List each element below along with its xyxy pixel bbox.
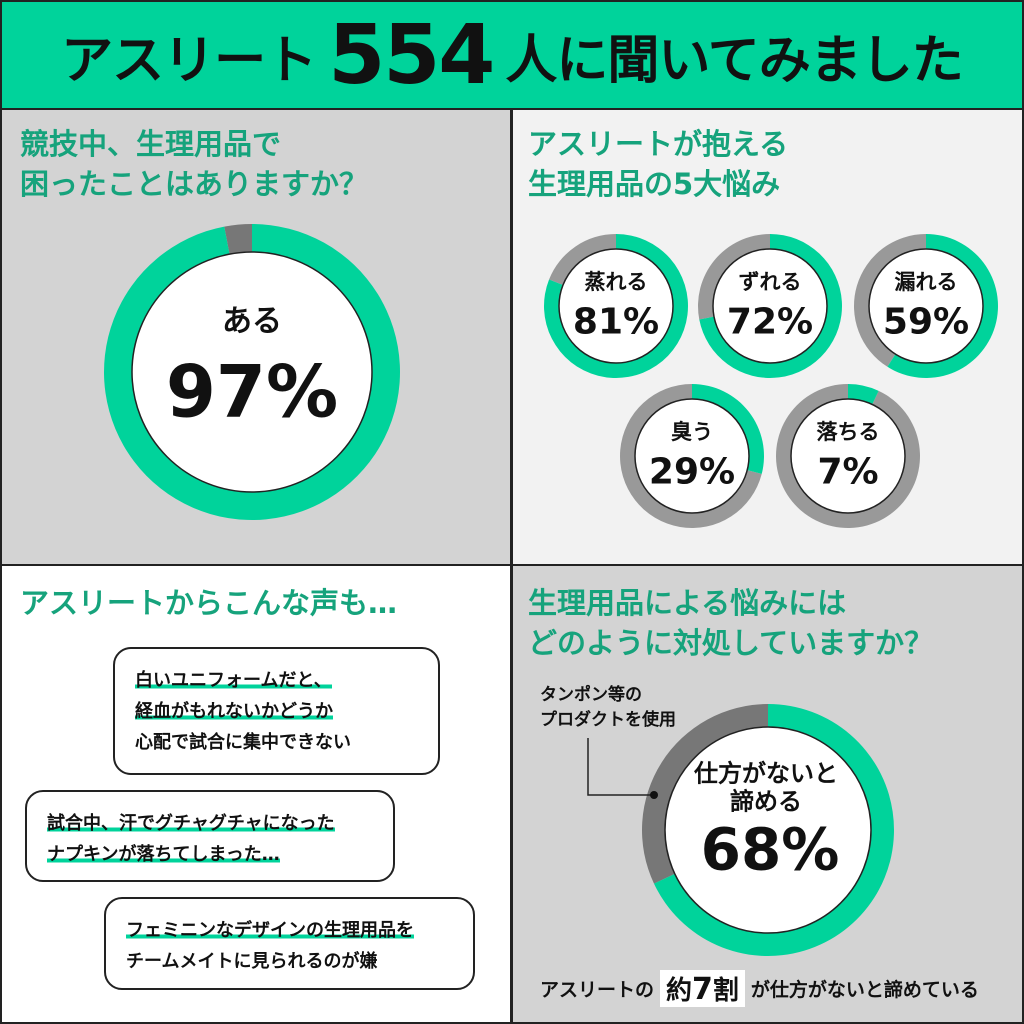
speech-bubble-3: フェミニンなデザインの生理用品を チームメイトに見られるのが嫌	[104, 897, 475, 990]
donut2-center-0	[558, 248, 674, 364]
donut1-slice-other	[224, 224, 252, 255]
header-number: 554	[328, 7, 495, 103]
donut2-label-0: 蒸れる	[584, 269, 648, 294]
bubble1-line2: 経血がもれないかどうか	[135, 701, 333, 722]
donut2-label-4: 落ちる	[816, 419, 880, 444]
footer-highlight-num: 7	[692, 972, 713, 1007]
header-suffix: 人に聞いてみました	[505, 30, 963, 91]
question-4: 生理用品による悩みには どのように対処していますか？	[528, 586, 934, 660]
question-2: アスリートが抱える 生理用品の5大悩み	[528, 127, 789, 201]
annotation-dot	[650, 791, 658, 799]
bubble1-line1: 白いユニフォームだと、	[135, 670, 332, 691]
speech-bubble-1: 白いユニフォームだと、 経血がもれないかどうか 心配で試合に集中できない	[113, 647, 440, 775]
donut1-value: 97%	[165, 349, 339, 434]
donut2-value-4: 7%	[817, 451, 879, 493]
donut2-label-1: ずれる	[738, 269, 802, 294]
speech-bubble-2: 試合中、汗でグチャグチャになった ナプキンが落ちてしまった…	[25, 790, 395, 882]
bubble1-line3: 心配で試合に集中できない	[135, 732, 351, 753]
donut1-label: ある	[222, 303, 282, 339]
donut2-center-4	[790, 398, 906, 514]
donut3-value: 68%	[700, 815, 840, 884]
donut2-value-2: 59%	[882, 301, 970, 343]
donut2-rest-2	[854, 234, 926, 367]
divider-vertical	[510, 110, 513, 1024]
donut2-value-1: 72%	[726, 301, 814, 343]
donut2-value-3: 29%	[648, 451, 736, 493]
donut2-value-0: 81%	[572, 301, 660, 343]
header-prefix: アスリート	[61, 30, 317, 91]
annotation-leader-line	[587, 738, 652, 796]
annotation-tampon: タンポン等の プロダクトを使用	[540, 685, 676, 730]
footer-highlight-a: 約	[666, 976, 693, 1006]
bubble3-line2: チームメイトに見られるのが嫌	[126, 951, 378, 972]
footer-summary: アスリートの 約7割 が仕方がないと諦めている	[540, 970, 979, 1007]
donut2-slice-3	[692, 384, 764, 474]
bubble2-line1: 試合中、汗でグチャグチャになった	[47, 813, 335, 834]
donut2-rest-1	[698, 234, 770, 320]
donut2-label-2: 漏れる	[894, 269, 958, 294]
footer-post: が仕方がないと諦めている	[750, 979, 979, 1001]
divider-horizontal	[0, 564, 1024, 566]
footer-pre: アスリートの	[540, 979, 655, 1001]
donut2-label-3: 臭う	[671, 419, 713, 444]
donut2-center-2	[868, 248, 984, 364]
donut3-slice-products	[642, 704, 768, 884]
bubble2-line2: ナプキンが落ちてしまった…	[47, 844, 280, 865]
donut2-center-1	[712, 248, 828, 364]
donut1-center	[131, 251, 373, 493]
header-banner: アスリート 554 人に聞いてみました	[0, 0, 1024, 110]
footer-highlight-b: 割	[712, 976, 739, 1006]
bubble3-line1: フェミニンなデザインの生理用品を	[126, 920, 414, 941]
footer-highlight: 約7割	[660, 970, 745, 1007]
donut3-label: 仕方がないと 諦める	[694, 759, 838, 815]
voices-title: アスリートからこんな声も…	[20, 586, 398, 620]
question-1: 競技中、生理用品で 困ったことはありますか？	[20, 127, 369, 201]
donut3-center	[664, 726, 872, 934]
donut2-center-3	[634, 398, 750, 514]
